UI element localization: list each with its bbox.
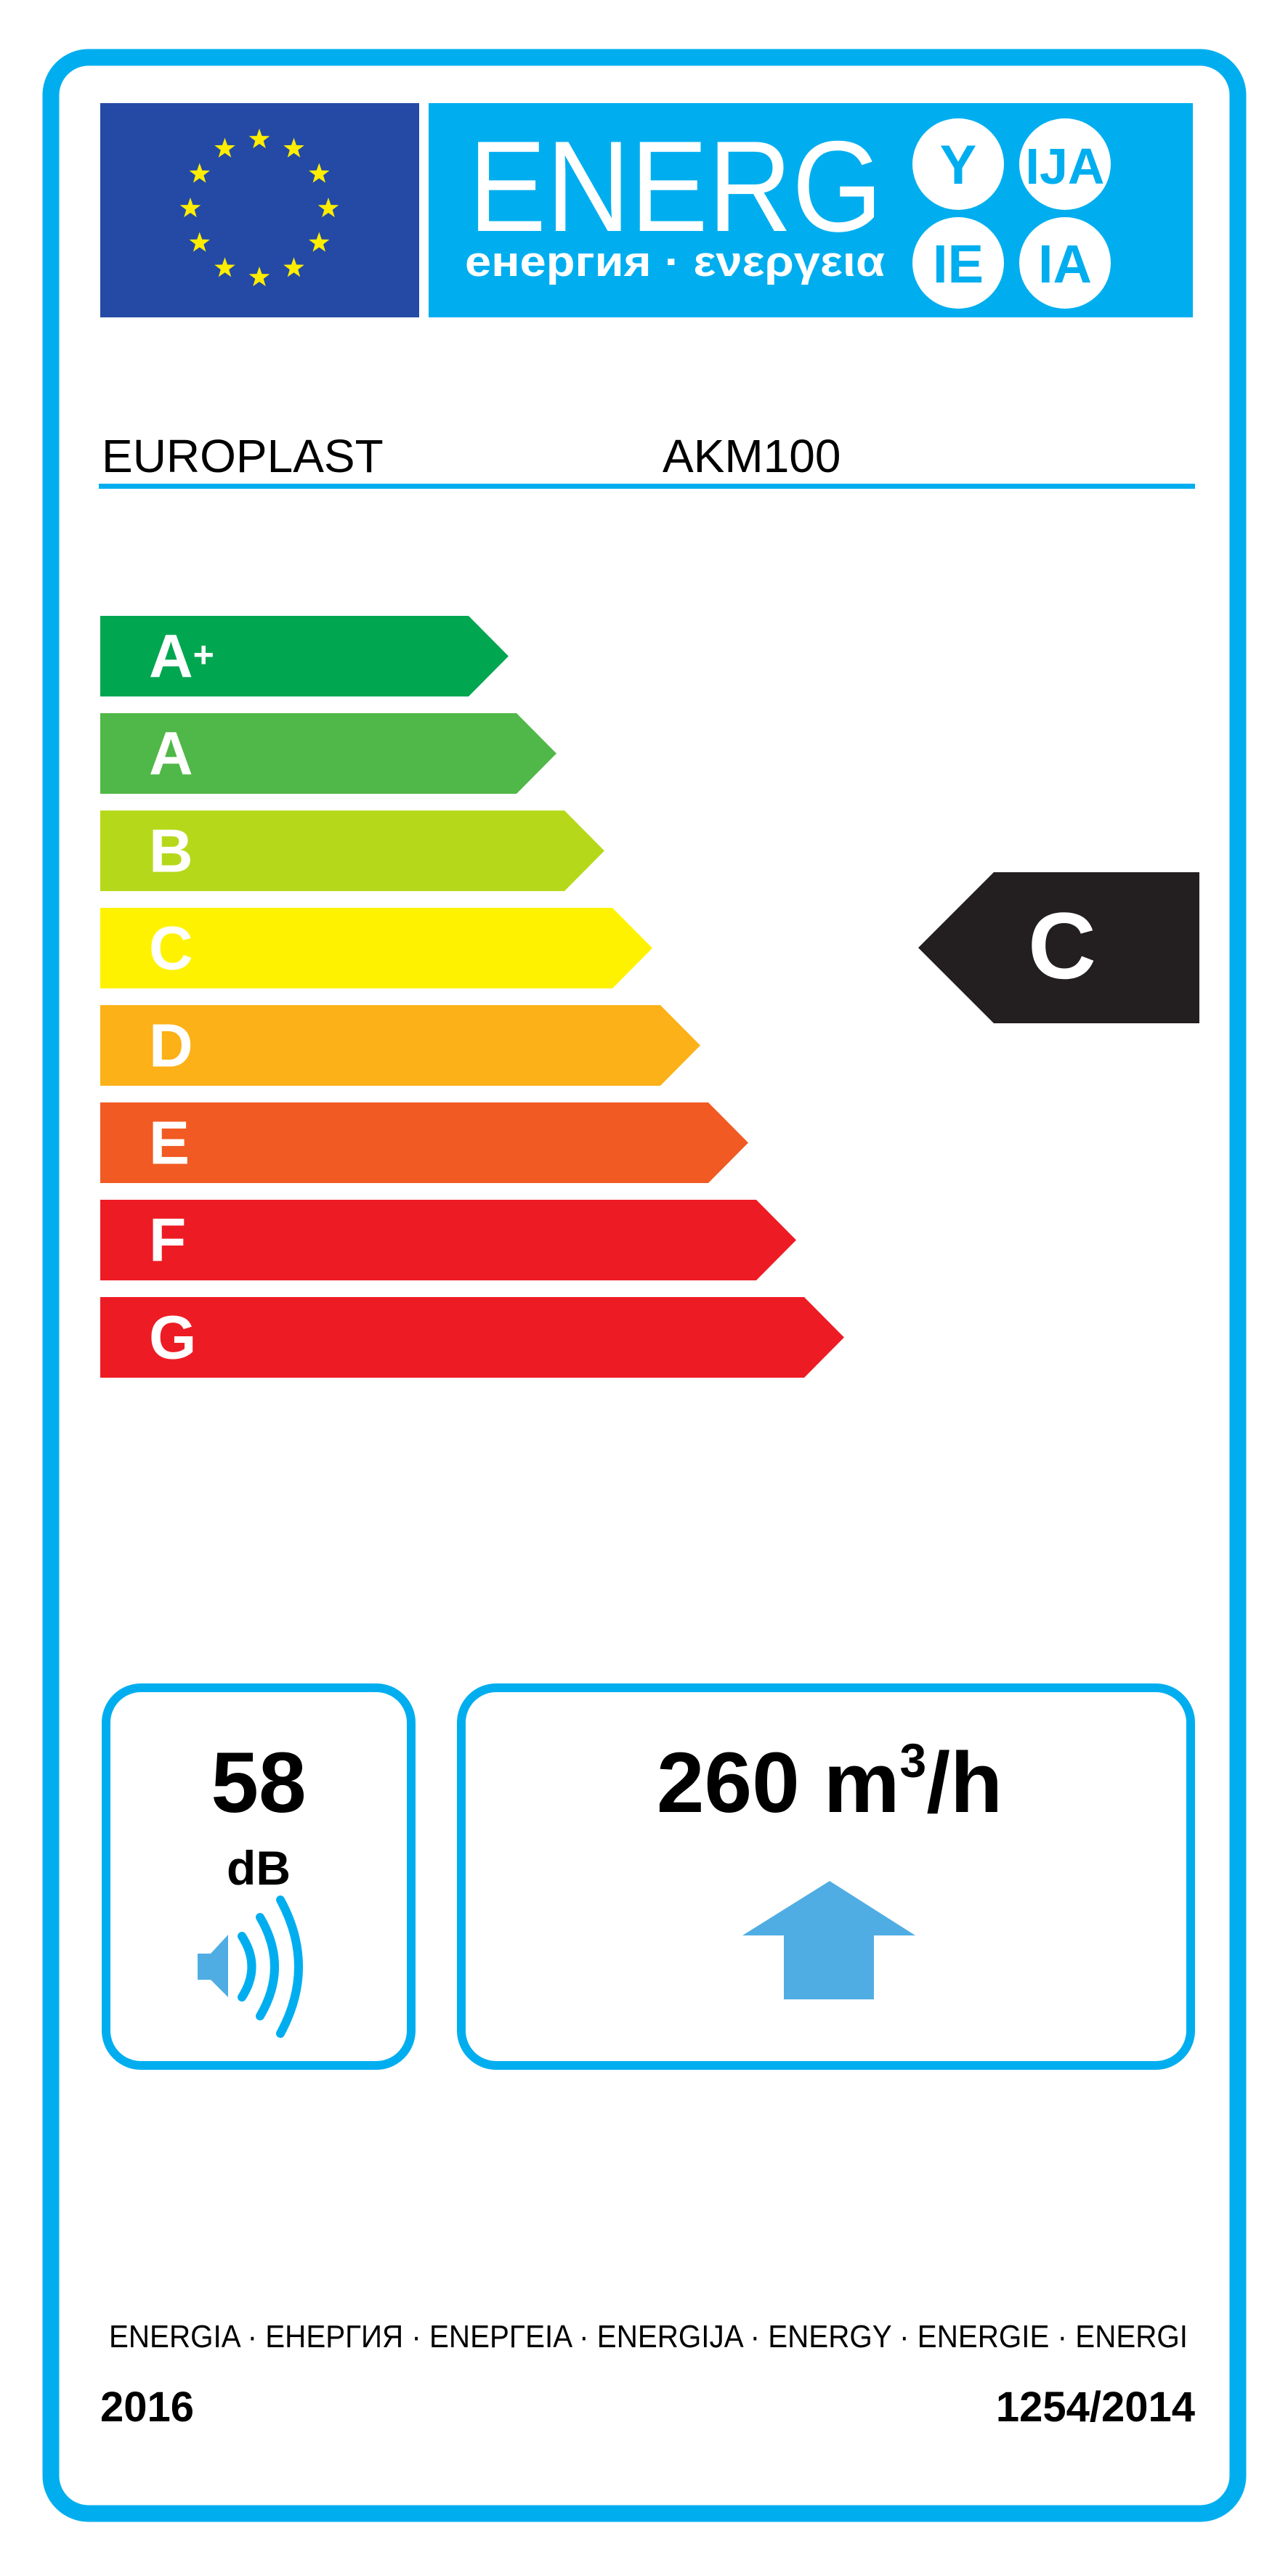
noise-value: 58 xyxy=(211,1735,306,1831)
noise-unit: dB xyxy=(227,1841,291,1895)
efficiency-class-bar: G xyxy=(100,1297,844,1378)
speaker-icon xyxy=(198,1896,303,2038)
eu-star-icon xyxy=(214,137,235,158)
footer-year: 2016 xyxy=(100,2384,194,2431)
efficiency-class-arrow xyxy=(100,713,556,794)
efficiency-class-arrow xyxy=(100,1102,748,1183)
supplier-name: EUROPLAST xyxy=(102,430,384,482)
eu-star-icon xyxy=(317,198,339,218)
efficiency-class-label: G xyxy=(149,1304,196,1372)
efficiency-class-arrow xyxy=(100,1200,796,1280)
footer-languages: ENERGIA · ЕНЕРГИЯ · ΕΝΕΡΓΕΙΑ · ENERGIJA … xyxy=(109,2319,1188,2354)
eu-stars xyxy=(179,129,339,287)
label-border xyxy=(42,49,1247,2522)
rating-indicator: C xyxy=(918,872,1199,1023)
efficiency-class-arrow xyxy=(100,1005,700,1086)
efficiency-class-label: A xyxy=(149,720,193,788)
arrow-up-icon xyxy=(742,1881,915,1999)
supplier-divider xyxy=(99,484,1195,489)
efficiency-class-label: B xyxy=(149,817,193,885)
energy-logo-word: ENERG xyxy=(469,114,883,259)
eu-star-icon xyxy=(248,267,270,287)
efficiency-class-arrow xyxy=(100,810,604,891)
airflow-box xyxy=(457,1683,1195,2070)
efficiency-class-bar: E xyxy=(100,1102,748,1183)
efficiency-class-bar: B xyxy=(100,810,604,891)
efficiency-class-arrow xyxy=(100,616,509,696)
footer-regulation: 1254/2014 xyxy=(996,2384,1195,2431)
efficiency-class-label: E xyxy=(149,1109,190,1177)
efficiency-class-label: A+ xyxy=(149,622,214,691)
eu-star-icon xyxy=(189,232,210,252)
rating-letter: C xyxy=(1028,893,1096,999)
efficiency-class-label: C xyxy=(149,914,193,983)
rating-arrow xyxy=(918,872,1199,1023)
efficiency-class-arrow xyxy=(100,1297,844,1378)
efficiency-class-bar: A xyxy=(100,713,556,794)
svg-text:Y: Y xyxy=(940,134,977,196)
eu-star-icon xyxy=(248,129,270,149)
energy-logo-subtitle: енергия · ενεργεια xyxy=(465,238,885,285)
eu-star-icon xyxy=(189,163,210,183)
efficiency-class-bar: F xyxy=(100,1200,796,1280)
efficiency-class-bar: C xyxy=(100,908,652,988)
efficiency-class-bar: A+ xyxy=(100,616,509,696)
logo-suffix-ia: IA xyxy=(1019,217,1111,309)
eu-star-icon xyxy=(309,232,330,252)
logo-suffix-y: Y xyxy=(912,118,1004,210)
efficiency-class-label: D xyxy=(149,1012,193,1080)
logo-suffix-ie: IE xyxy=(912,217,1004,309)
model-name: AKM100 xyxy=(663,430,841,482)
efficiency-class-arrow xyxy=(100,908,652,988)
eu-star-icon xyxy=(179,198,201,218)
eu-star-icon xyxy=(283,137,304,158)
efficiency-class-bar: D xyxy=(100,1005,700,1086)
efficiency-class-label: F xyxy=(149,1206,186,1275)
eu-star-icon xyxy=(283,257,304,277)
svg-text:IA: IA xyxy=(1038,234,1092,294)
eu-star-icon xyxy=(214,257,235,277)
eu-star-icon xyxy=(309,163,330,183)
noise-box xyxy=(102,1683,416,2070)
logo-suffix-ija: IJA xyxy=(1019,118,1111,210)
airflow-value: 260 m3/h xyxy=(657,1734,1003,1831)
svg-text:IE: IE xyxy=(933,234,984,294)
svg-text:IJA: IJA xyxy=(1026,138,1105,195)
